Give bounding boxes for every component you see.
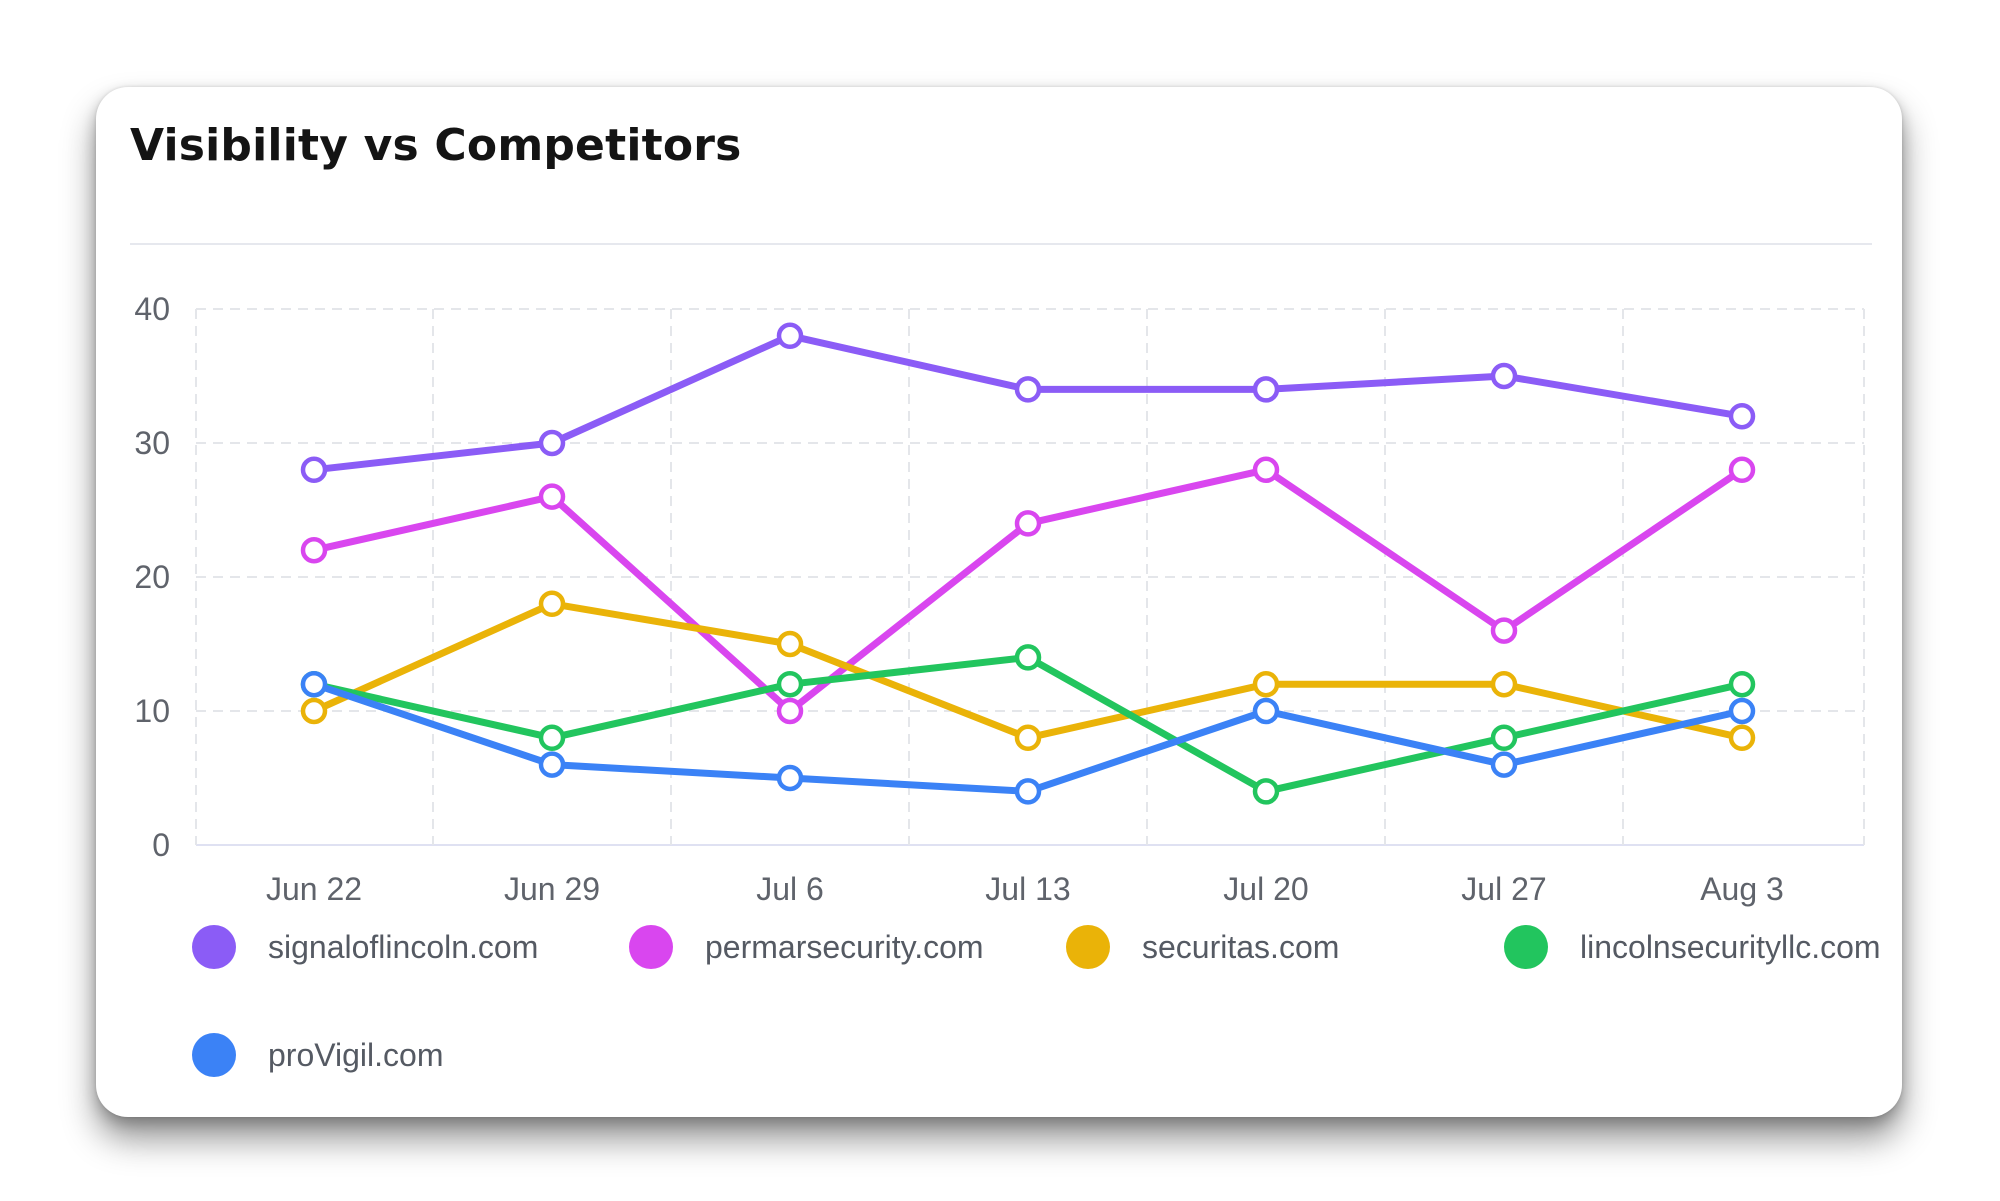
axes: 0 10 20 30 40 Jun 22 Jun 29 Jul 6 Jul 13 Jul 20 Ju…	[134, 291, 1783, 907]
chart-legend: signaloflincoln.com permarsecurity.com sec…	[192, 922, 1892, 1122]
legend-swatch	[629, 925, 673, 969]
y-tick-label: 0	[152, 827, 170, 863]
data-point[interactable]	[776, 322, 804, 350]
line-chart: 0 10 20 30 40 Jun 22 Jun 29 Jul 6 Jul 13 Jul 20 Ju…	[134, 291, 1865, 907]
x-tick-label: Jul 27	[1461, 871, 1546, 907]
data-point[interactable]	[538, 724, 566, 752]
data-point[interactable]	[776, 630, 804, 658]
data-point[interactable]	[776, 697, 804, 725]
legend-label: lincolnsecurityllc.com	[1580, 928, 1881, 965]
legend-label: signaloflincoln.com	[268, 928, 539, 965]
series-2	[300, 590, 1756, 752]
data-point[interactable]	[1014, 376, 1042, 403]
series-line	[310, 466, 1746, 715]
data-point[interactable]	[538, 483, 566, 510]
chart-card: Visibility vs Competitors 0 10 20 30 40 Jun 2…	[96, 87, 1902, 1117]
data-point[interactable]	[538, 590, 566, 618]
chart-title: Visibility vs Competitors	[130, 120, 742, 171]
data-point[interactable]	[300, 536, 328, 564]
series-group	[300, 322, 1756, 805]
data-point[interactable]	[1014, 644, 1042, 671]
data-point[interactable]	[1728, 456, 1756, 484]
x-tick-label: Jul 6	[756, 871, 824, 907]
x-tick-label: Aug 3	[1700, 871, 1784, 907]
y-tick-label: 40	[134, 291, 170, 327]
data-point[interactable]	[1014, 724, 1042, 752]
y-tick-label: 10	[134, 693, 170, 729]
data-point[interactable]	[1014, 510, 1042, 537]
series-line	[310, 653, 1746, 795]
data-point[interactable]	[1490, 362, 1518, 390]
series-line	[310, 332, 1746, 474]
legend-label: permarsecurity.com	[705, 928, 984, 965]
x-tick-label: Jul 20	[1223, 871, 1308, 907]
series-0	[300, 322, 1756, 484]
title-divider	[130, 243, 1872, 245]
series-4	[300, 670, 1756, 805]
data-point[interactable]	[1728, 402, 1756, 430]
data-point[interactable]	[1490, 724, 1518, 752]
data-point[interactable]	[1014, 778, 1042, 805]
legend-label: proVigil.com	[268, 1036, 444, 1073]
legend-item[interactable]: signaloflincoln.com	[192, 922, 538, 972]
data-point[interactable]	[538, 751, 566, 778]
y-tick-label: 30	[134, 425, 170, 461]
legend-item[interactable]: permarsecurity.com	[629, 922, 984, 972]
legend-item[interactable]: securitas.com	[1066, 922, 1339, 972]
data-point[interactable]	[1252, 670, 1280, 698]
data-point[interactable]	[1252, 697, 1280, 725]
legend-swatch	[192, 1033, 236, 1077]
data-point[interactable]	[300, 670, 328, 698]
legend-item[interactable]: lincolnsecurityllc.com	[1504, 922, 1881, 972]
data-point[interactable]	[776, 670, 804, 698]
data-point[interactable]	[1728, 670, 1756, 698]
x-tick-label: Jul 13	[985, 871, 1070, 907]
data-point[interactable]	[538, 429, 566, 457]
series-1	[300, 456, 1756, 725]
legend-label: securitas.com	[1142, 928, 1340, 965]
data-point[interactable]	[1490, 751, 1518, 778]
data-point[interactable]	[1252, 778, 1280, 805]
data-point[interactable]	[1490, 670, 1518, 698]
data-point[interactable]	[1252, 456, 1280, 484]
data-point[interactable]	[776, 764, 804, 792]
legend-item[interactable]: proVigil.com	[192, 1030, 443, 1080]
data-point[interactable]	[300, 456, 328, 484]
legend-swatch	[1504, 925, 1548, 969]
y-tick-label: 20	[134, 559, 170, 595]
data-point[interactable]	[300, 697, 328, 725]
legend-swatch	[1066, 925, 1110, 969]
data-point[interactable]	[1252, 376, 1280, 403]
legend-swatch	[192, 925, 236, 969]
data-point[interactable]	[1490, 617, 1518, 644]
x-tick-label: Jun 22	[266, 871, 362, 907]
x-tick-label: Jun 29	[504, 871, 600, 907]
data-point[interactable]	[1728, 724, 1756, 752]
series-line	[310, 600, 1746, 742]
data-point[interactable]	[1728, 697, 1756, 725]
